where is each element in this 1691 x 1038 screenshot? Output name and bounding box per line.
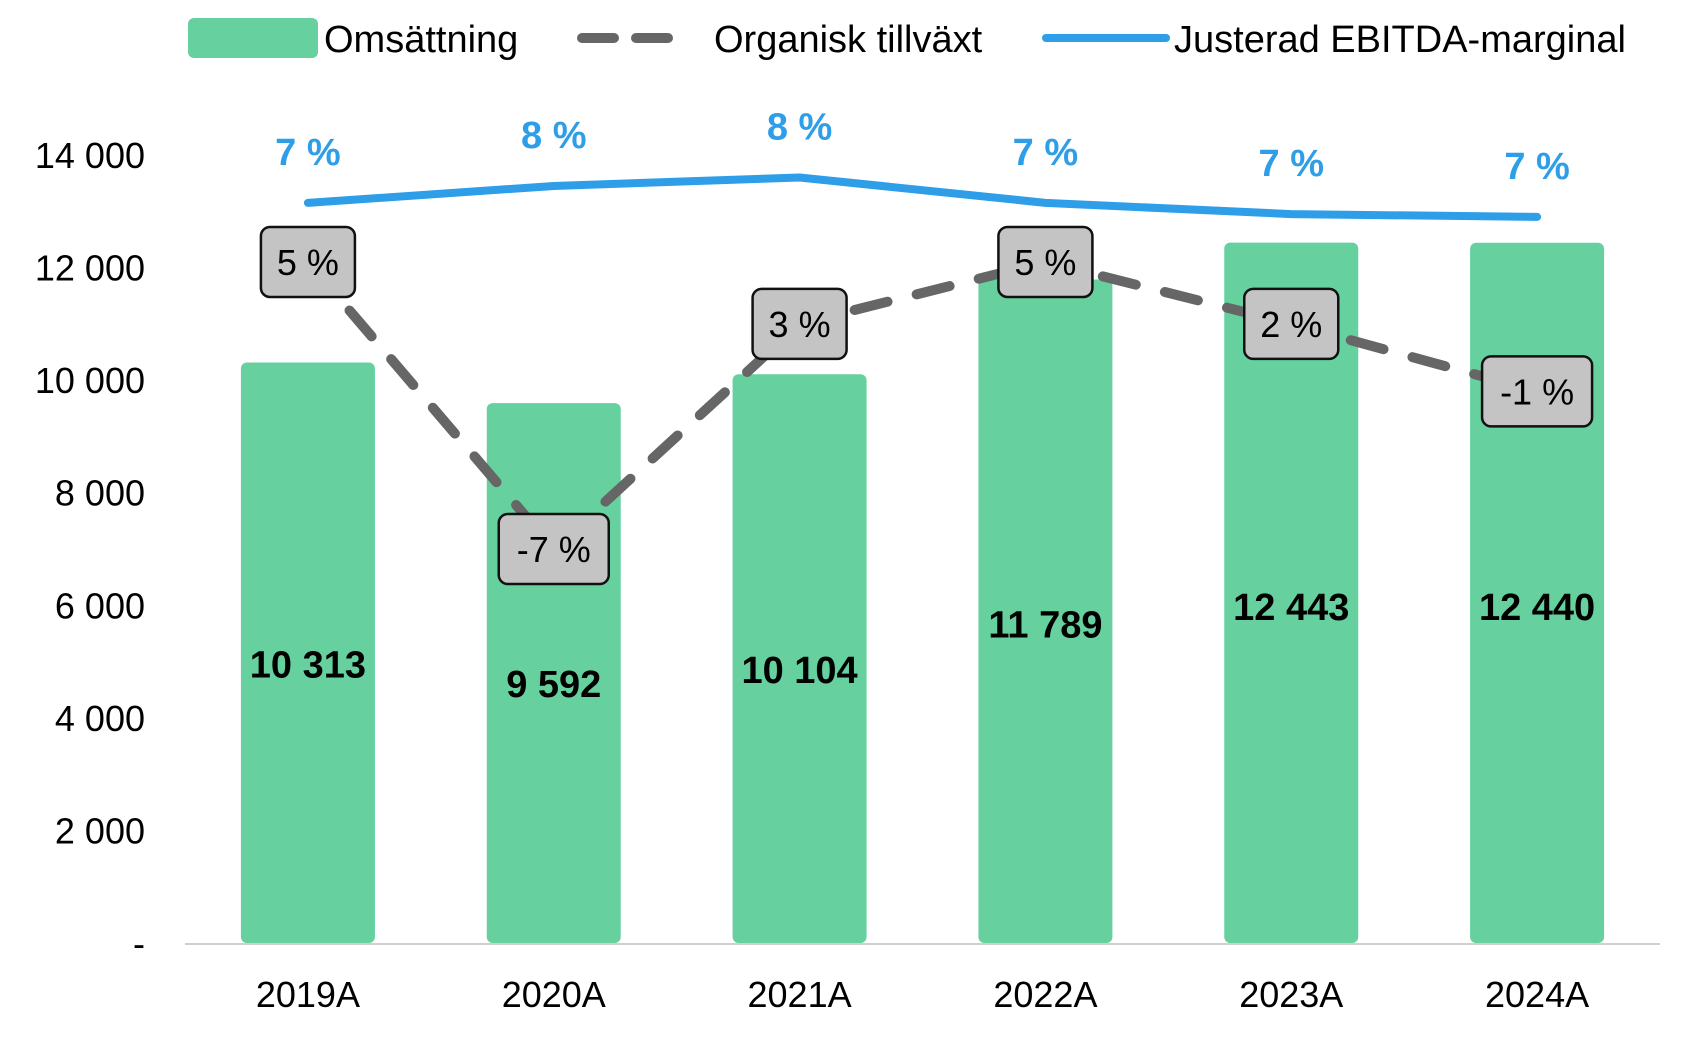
ebitda-margin-label: 7 %	[275, 132, 340, 174]
bar-omsattning	[240, 362, 375, 944]
x-tick-label: 2023A	[1239, 974, 1343, 1015]
bar-omsattning	[1224, 242, 1359, 944]
bar-value-label: 10 313	[250, 644, 366, 686]
y-tick-label: -	[133, 923, 145, 964]
growth-label: -1 %	[1500, 371, 1574, 412]
y-tick-label: 12 000	[35, 248, 145, 289]
ebitda-margin-label: 7 %	[1013, 132, 1078, 174]
legend-label-organisk-tillvaxt: Organisk tillväxt	[714, 19, 983, 61]
x-tick-label: 2020A	[502, 974, 606, 1015]
x-tick-label: 2019A	[256, 974, 360, 1015]
growth-label-box	[1480, 355, 1594, 428]
growth-label-box	[1243, 287, 1340, 361]
legend-swatch-omsattning	[188, 18, 318, 58]
ebitda-margin-label: 8 %	[767, 107, 832, 149]
bar-omsattning	[978, 279, 1113, 943]
y-tick-label: 2 000	[55, 810, 145, 851]
bar-omsattning	[732, 374, 867, 943]
y-tick-label: 8 000	[55, 473, 145, 514]
series-lines	[302, 173, 1543, 554]
ebitda-margin-label: 8 %	[521, 115, 586, 157]
growth-label: 5 %	[1014, 242, 1076, 283]
x-axis: 2019A 2020A 2021A 2022A 2023A 2024A	[256, 974, 1589, 1015]
bar-value-label: 10 104	[741, 650, 857, 692]
growth-label: 5 %	[277, 242, 339, 283]
bars	[240, 242, 1605, 944]
growth-label-box	[259, 225, 357, 299]
y-tick-label: 14 000	[35, 135, 145, 176]
growth-label: -7 %	[517, 529, 591, 570]
bar-value-label: 9 592	[506, 664, 601, 706]
y-axis: - 2 000 4 000 6 000 8 000 10 000 12 000 14 000	[35, 135, 145, 964]
x-tick-label: 2021A	[748, 974, 852, 1015]
legend-label-omsattning: Omsättning	[324, 19, 518, 61]
x-tick-label: 2022A	[993, 974, 1097, 1015]
bar-value-label: 12 440	[1479, 587, 1595, 629]
legend: Omsättning Organisk tillväxt Justerad EB…	[188, 18, 1626, 61]
ebitda-margin-label: 7 %	[1259, 143, 1324, 185]
growth-label: 3 %	[769, 304, 831, 345]
bar-value-label: 11 789	[988, 604, 1102, 646]
y-tick-label: 4 000	[55, 698, 145, 739]
line-organisk-tillvaxt	[302, 256, 1543, 554]
bar-value-label: 12 443	[1233, 587, 1349, 629]
ebitda-margin-label: 7 %	[1504, 146, 1569, 188]
legend-label-ebitda-marginal: Justerad EBITDA-marginal	[1174, 19, 1626, 61]
growth-label-box	[497, 512, 610, 586]
data-labels: 10 313 9 592 10 104 11 789 12 443 12 440 7 % 8 …	[250, 107, 1595, 706]
y-tick-label: 10 000	[35, 360, 145, 401]
x-tick-label: 2024A	[1485, 974, 1589, 1015]
growth-label-box	[751, 287, 848, 361]
growth-label: 2 %	[1260, 304, 1322, 345]
growth-label-box	[997, 225, 1094, 299]
line-ebitda-marginal	[303, 173, 1542, 221]
y-tick-label: 6 000	[55, 585, 145, 626]
